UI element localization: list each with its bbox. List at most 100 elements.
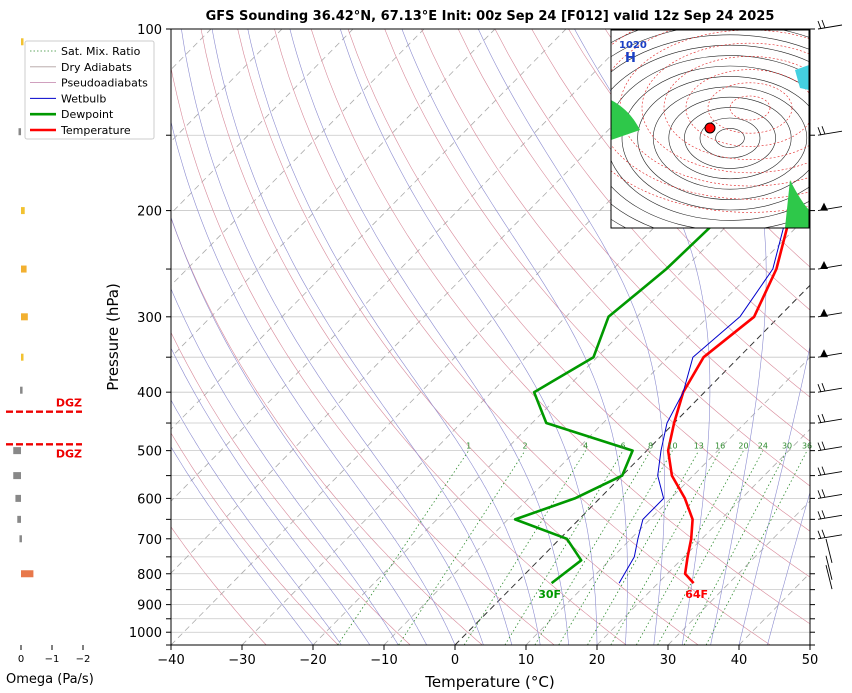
dry-adiabat <box>310 29 810 625</box>
isotherm <box>171 29 283 143</box>
wind-barb-feather <box>817 414 822 424</box>
wind-barb-flag <box>820 261 828 270</box>
y-axis-label: Pressure (hPa) <box>104 283 122 391</box>
mixing-ratio-label: 36 <box>802 442 812 451</box>
map-thickness-line <box>611 30 809 213</box>
pseudoadiabat <box>340 29 598 645</box>
wind-barb-feather <box>821 529 826 538</box>
map-isobar <box>621 65 809 211</box>
pseudoadiabat <box>693 29 767 645</box>
map-thickness-line <box>641 42 809 174</box>
legend-label: Pseudoadiabats <box>61 77 148 90</box>
wind-barb-feather <box>817 490 822 499</box>
isotherm <box>312 140 810 645</box>
inset-map-high-value: 1020 <box>619 40 647 51</box>
mixing-ratio-label: 24 <box>758 442 768 451</box>
pseudoadiabat <box>171 347 371 645</box>
map-thickness-line <box>707 82 793 134</box>
mixing-ratio-line <box>610 450 721 645</box>
legend-label: Wetbulb <box>61 92 106 105</box>
wind-barb-feather <box>821 126 826 135</box>
wind-barb-staff <box>817 534 843 540</box>
inset-map-frame <box>610 29 810 229</box>
dry-adiabat <box>347 29 810 578</box>
wind-barb <box>817 529 843 540</box>
wind-barb <box>817 466 843 477</box>
wind-barbs <box>817 19 843 590</box>
wind-barb <box>817 413 843 424</box>
omega-bar <box>21 207 25 215</box>
mixing-ratio-label: 8 <box>648 442 653 451</box>
surface-temperature-label: 64F <box>685 588 708 601</box>
dry-adiabat <box>421 29 810 487</box>
omega-bar <box>21 353 24 361</box>
wind-barb-feather <box>817 127 822 136</box>
pseudoadiabat <box>171 120 456 645</box>
y-tick-label: 500 <box>137 445 162 460</box>
legend-label: Dewpoint <box>61 108 114 121</box>
map-thickness-line <box>663 56 809 160</box>
dry-adiabat <box>171 217 483 645</box>
isotherm <box>171 29 567 430</box>
x-tick-label: 0 <box>451 653 459 668</box>
x-axis-label: Temperature (°C) <box>424 673 554 691</box>
legend-label: Temperature <box>60 124 131 137</box>
omega-bar <box>20 386 23 394</box>
omega-bar <box>13 472 21 480</box>
x-axis: −40 −30 −20 −10 0 10 20 30 40 50 <box>157 645 818 668</box>
isotherm <box>171 29 354 214</box>
dry-adiabat <box>171 331 411 645</box>
omega-bar <box>17 515 21 523</box>
map-isobar <box>611 44 809 228</box>
legend: Sat. Mix. Ratio Dry Adiabats Pseudoadiabat… <box>24 40 155 140</box>
pseudoadiabat <box>767 491 810 645</box>
y-tick-label: 900 <box>137 599 162 614</box>
mixing-ratio-label: 13 <box>694 442 704 451</box>
omega-tick-label: −1 <box>45 654 60 665</box>
series-line-wetbulb <box>618 162 810 584</box>
x-tick-label: 40 <box>731 653 748 668</box>
omega-bar <box>18 128 22 136</box>
x-tick-label: −30 <box>228 653 255 668</box>
pseudoadiabat <box>247 29 541 645</box>
wind-barb-feather <box>817 20 822 30</box>
surface-dewpoint-label: 30F <box>538 588 561 601</box>
map-thickness-line <box>729 95 771 121</box>
wind-barb-feather <box>817 511 822 520</box>
isotherm <box>667 500 810 645</box>
series-line-temperature <box>666 163 810 584</box>
sounding-series <box>513 104 810 585</box>
wind-barb <box>817 349 843 358</box>
mixing-ratio-label: 16 <box>715 442 725 451</box>
omega-panel: 0 −1 −2 DGZ DGZ Omega (Pa/s) <box>6 38 94 687</box>
wind-barb-staff <box>825 538 833 563</box>
mixing-ratio-line <box>683 450 788 645</box>
pseudoadiabat <box>289 29 569 645</box>
x-tick-label: 30 <box>660 653 677 668</box>
dry-adiabat <box>531 29 810 354</box>
omega-bar <box>13 447 21 455</box>
x-tick-label: −40 <box>157 653 184 668</box>
y-tick-label: 400 <box>137 386 162 401</box>
x-tick-label: 20 <box>589 653 606 668</box>
mixing-ratio-line <box>657 450 764 645</box>
isotherm <box>171 29 496 358</box>
omega-ticks: 0 −1 −2 <box>18 645 90 665</box>
pseudoadiabat <box>181 29 484 645</box>
inset-map-contours <box>611 30 809 228</box>
mixing-ratio-line <box>463 450 586 645</box>
map-thickness-line <box>619 30 809 187</box>
dry-adiabat <box>457 29 810 442</box>
omega-bar <box>21 570 34 578</box>
legend-label: Dry Adiabats <box>61 61 132 74</box>
wind-barb-feather <box>821 466 826 475</box>
wind-barb-feather <box>821 510 826 519</box>
wind-barb <box>817 383 843 393</box>
wind-barb-staff <box>817 418 843 424</box>
x-tick-label: 10 <box>518 653 535 668</box>
mixing-ratio-line <box>558 450 673 645</box>
dgz-label: DGZ <box>56 447 82 460</box>
wind-barb-staff <box>817 493 843 499</box>
map-thickness-line <box>685 69 809 147</box>
